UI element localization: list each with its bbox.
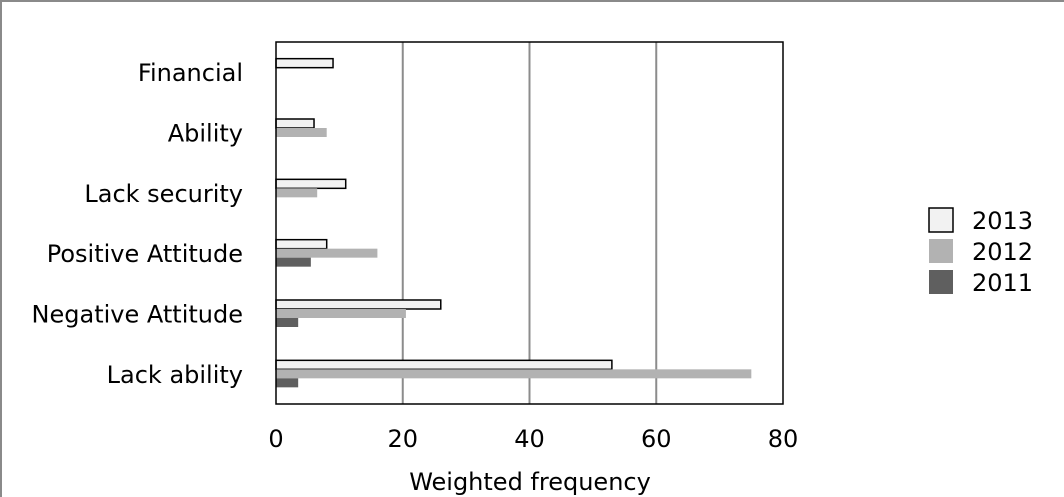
x-tick-label: 60 [641, 425, 672, 453]
legend-swatch [929, 270, 953, 294]
x-tick-labels: 0 20 40 60 80 [268, 425, 798, 453]
bar-2012 [276, 128, 327, 137]
bar-2012 [276, 309, 406, 318]
bar-2013 [275, 299, 442, 310]
x-axis-label: Weighted frequency [409, 468, 651, 496]
bar-2013 [275, 238, 328, 250]
legend: 2013 2012 2011 [928, 207, 1033, 297]
category-labels: Financial Ability Lack security Positive At… [32, 59, 243, 389]
bar-2011 [276, 257, 311, 267]
legend-swatch [929, 239, 953, 263]
x-tick-label: 0 [268, 425, 283, 453]
bar-2013 [275, 359, 613, 371]
x-tick-label: 80 [768, 425, 799, 453]
bar-2012 [276, 188, 318, 198]
bars [275, 57, 752, 388]
category-label: Lack ability [107, 361, 243, 389]
x-tick-label: 20 [387, 425, 418, 453]
bar-2013 [275, 118, 315, 129]
legend-swatch [928, 207, 954, 233]
bar-2012 [276, 248, 378, 258]
category-label: Positive Attitude [47, 240, 243, 268]
grid-lines [401, 42, 658, 404]
category-label: Negative Attitude [32, 301, 243, 329]
category-label: Financial [138, 59, 243, 87]
bar-2013 [275, 178, 347, 190]
x-tick-label: 40 [514, 425, 545, 453]
category-label: Lack security [84, 180, 243, 208]
legend-label: 2012 [972, 238, 1033, 266]
category-label: Ability [168, 120, 243, 148]
legend-label: 2011 [972, 269, 1033, 297]
bar-2013 [275, 57, 334, 69]
bar-2011 [276, 378, 299, 388]
bar-2012 [276, 369, 752, 379]
plot-area [275, 41, 784, 405]
legend-label: 2013 [972, 207, 1033, 235]
bar-2011 [276, 318, 299, 327]
